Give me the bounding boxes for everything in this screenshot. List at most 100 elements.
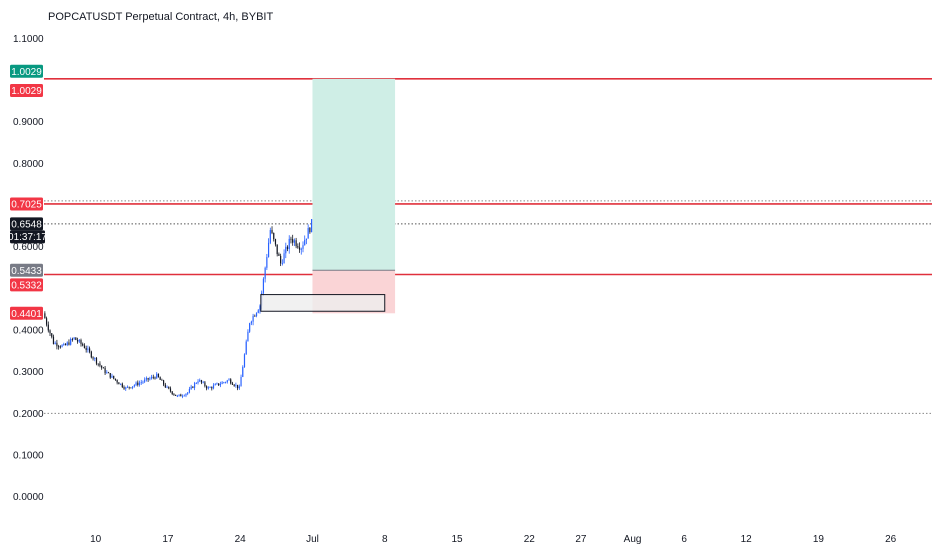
candle-body (111, 375, 113, 378)
x-axis: 10 17 24 Jul 8 15 22 27 Aug 6 12 19 26 (90, 534, 897, 545)
candle-body (226, 380, 228, 383)
candle-body (290, 238, 292, 240)
y-tick-label: 0.6000 (13, 242, 44, 253)
x-tick-label: 8 (382, 534, 388, 545)
candle-body (83, 345, 86, 349)
candle-body (240, 376, 242, 387)
candle-body (45, 318, 48, 325)
candle-body (264, 267, 266, 279)
price-badge-3: 0.6548 01:37:17 (8, 217, 47, 244)
candle-body (128, 386, 130, 388)
candle-body (221, 382, 223, 385)
candle-body (52, 336, 55, 344)
price-badge-label: 0.7025 (11, 199, 42, 210)
candle-body (254, 315, 256, 317)
zone-rectangle[interactable] (260, 294, 386, 312)
candle-body (183, 395, 185, 397)
candle-body (271, 230, 273, 233)
candle-body (94, 358, 96, 359)
candle-body (166, 386, 168, 388)
candle-body (133, 385, 135, 387)
price-badge-6: 0.4401 (10, 306, 43, 320)
candle-body (231, 383, 234, 385)
candle-body (212, 385, 215, 389)
candle-body (47, 324, 49, 331)
candle-body (298, 247, 301, 250)
price-badges: 1.0029 1.0029 0.7025 0.6548 01:37:17 0.5433 0.… (8, 64, 47, 320)
candle-body (159, 377, 161, 380)
candle-body (233, 384, 235, 386)
x-tick-label: 24 (235, 534, 247, 545)
x-tick-label: 15 (451, 534, 463, 545)
candle-body (54, 342, 56, 344)
candle-body (95, 358, 98, 364)
profit-zone[interactable] (312, 78, 396, 271)
candle-body (209, 387, 211, 389)
x-tick-label: Aug (624, 534, 642, 545)
candle-body (163, 380, 165, 385)
candle-body (259, 305, 261, 311)
candle-body (224, 382, 227, 383)
candle-body (199, 380, 201, 382)
candle-body (252, 315, 254, 322)
candle-body (297, 246, 299, 248)
x-tick-label: 26 (885, 534, 897, 545)
candle-body (175, 394, 177, 396)
candle-body (154, 377, 156, 379)
candle-body (249, 323, 251, 332)
candle-body (211, 387, 213, 389)
x-tick-label: 10 (90, 534, 102, 545)
candle-body (109, 373, 111, 378)
candle-body (156, 373, 158, 379)
candle-body (56, 342, 58, 347)
candle-body (107, 372, 110, 374)
candle-body (235, 384, 237, 386)
candle-body (274, 239, 277, 245)
candle-body (97, 363, 99, 365)
candle-body (51, 333, 53, 337)
candle-body (267, 242, 270, 258)
candle-body (80, 340, 82, 344)
candle-body (114, 378, 117, 381)
candle-body (173, 394, 175, 395)
candle-body (82, 343, 84, 346)
candle-body (135, 382, 137, 386)
y-tick-label: 0.9000 (13, 117, 44, 128)
x-tick-label: 22 (524, 534, 536, 545)
candle-body (309, 228, 311, 233)
candle-body (138, 382, 141, 385)
candle-body (190, 386, 192, 389)
x-tick-label: 12 (741, 534, 753, 545)
candle-body (59, 346, 61, 348)
candle-body (92, 357, 94, 359)
candle-body (216, 383, 218, 385)
candle-body (70, 339, 72, 345)
y-axis: 1.1000 0.9000 0.8000 0.6000 0.4000 0.3000 0.20… (13, 34, 44, 503)
candle-body (288, 238, 290, 250)
candle-body (119, 383, 122, 385)
candle-body (63, 344, 65, 346)
candle-body (113, 375, 115, 379)
candle-body (245, 341, 247, 355)
price-badge-4: 0.5433 (10, 263, 43, 277)
price-badge-5: 0.5332 (10, 278, 43, 292)
y-tick-label: 0.0000 (13, 492, 44, 503)
candle-body (193, 383, 196, 388)
candle-body (71, 339, 73, 340)
candle-body (187, 392, 189, 394)
y-tick-label: 0.3000 (13, 367, 44, 378)
y-tick-label: 0.4000 (13, 326, 44, 337)
price-badge-label: 0.4401 (11, 309, 42, 320)
candle-body (64, 344, 67, 346)
x-tick-label: 6 (681, 534, 687, 545)
candle-body (242, 366, 244, 377)
price-badge-2: 0.7025 (10, 197, 43, 211)
candle-body (164, 384, 166, 388)
candle-body (58, 346, 60, 348)
candle-body (126, 386, 129, 388)
price-badge-label: 1.0029 (11, 67, 42, 78)
candle-body (223, 382, 225, 384)
candle-body (293, 240, 295, 243)
candle-body (283, 253, 285, 264)
